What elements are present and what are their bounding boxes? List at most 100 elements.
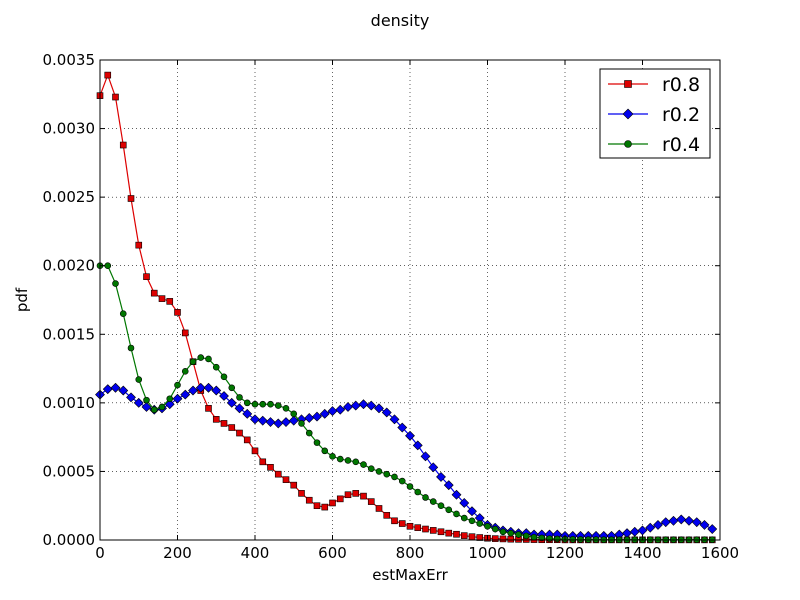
data-point-r0.2	[699, 519, 710, 530]
y-tick-label: 0.0000	[43, 531, 96, 549]
x-tick-label: 0	[95, 544, 105, 562]
y-tick-label: 0.0010	[43, 394, 96, 412]
data-point-r0.4	[181, 368, 189, 375]
data-point-r0.8	[507, 535, 515, 543]
data-point-r0.2	[467, 506, 477, 517]
data-point-r0.2	[428, 462, 439, 473]
data-point-r0.4	[336, 455, 344, 463]
data-point-r0.4	[119, 310, 127, 318]
data-point-r0.2	[381, 407, 392, 418]
data-point-r0.8	[236, 429, 243, 437]
data-point-r0.8	[251, 447, 259, 455]
data-point-r0.8	[367, 498, 375, 505]
data-point-r0.8	[298, 490, 305, 497]
data-point-r0.4	[305, 429, 313, 437]
data-point-r0.4	[236, 394, 243, 401]
data-point-r0.2	[211, 385, 222, 396]
data-point-r0.8	[406, 522, 414, 530]
y-tick-label: 0.0005	[43, 462, 96, 480]
data-point-r0.2	[250, 414, 260, 425]
data-point-r0.2	[707, 524, 718, 534]
data-point-r0.8	[391, 517, 398, 525]
data-point-r0.4	[491, 525, 499, 533]
data-point-r0.4	[530, 533, 538, 541]
data-point-r0.4	[143, 396, 150, 404]
data-point-r0.2	[420, 451, 431, 462]
data-point-r0.2	[133, 397, 144, 408]
data-point-r0.2	[397, 422, 408, 433]
data-point-r0.4	[104, 262, 112, 270]
data-point-r0.8	[243, 436, 251, 444]
legend-marker-r0.4	[624, 140, 632, 148]
data-point-r0.4	[267, 400, 274, 408]
data-point-r0.2	[188, 385, 198, 396]
data-point-r0.8	[398, 520, 406, 527]
data-point-r0.4	[468, 517, 476, 525]
data-point-r0.2	[451, 489, 462, 500]
legend-label-r0.8: r0.8	[662, 74, 700, 96]
data-point-r0.4	[205, 355, 212, 363]
data-point-r0.4	[499, 528, 507, 536]
data-point-r0.2	[684, 515, 694, 526]
tick-marks	[99, 59, 721, 541]
data-point-r0.4	[422, 494, 429, 501]
data-point-r0.8	[468, 533, 476, 541]
data-point-r0.2	[195, 382, 206, 393]
data-point-r0.4	[166, 395, 174, 403]
x-tick-labels: 0 200 400 600 800 1000 1200 1400 1600	[95, 544, 739, 562]
data-point-r0.8	[174, 309, 181, 316]
data-point-r0.8	[453, 530, 460, 538]
data-point-r0.8	[290, 481, 298, 489]
data-point-r0.8	[476, 534, 484, 541]
data-point-r0.4	[383, 470, 391, 478]
data-point-r0.8	[460, 532, 468, 539]
data-point-r0.2	[691, 517, 702, 528]
data-point-r0.8	[437, 528, 445, 536]
x-tick-label: 400	[241, 544, 270, 562]
data-point-r0.2	[405, 430, 415, 441]
data-point-r0.2	[459, 498, 470, 508]
data-point-r0.4	[391, 473, 398, 481]
data-point-r0.4	[329, 453, 336, 460]
data-point-r0.8	[119, 141, 127, 149]
data-point-r0.2	[374, 403, 384, 414]
data-point-r0.8	[313, 502, 321, 510]
data-point-r0.2	[389, 414, 400, 425]
data-point-r0.4	[577, 536, 584, 543]
data-point-r0.4	[112, 280, 119, 287]
data-point-r0.8	[336, 495, 344, 503]
data-point-r0.2	[172, 393, 183, 404]
data-point-r0.2	[141, 402, 152, 412]
data-point-r0.2	[126, 392, 136, 403]
data-point-r0.8	[181, 329, 189, 337]
data-point-r0.4	[212, 363, 220, 371]
data-point-r0.4	[352, 458, 360, 466]
data-point-r0.2	[653, 519, 663, 530]
data-point-r0.8	[150, 289, 158, 297]
data-point-r0.4	[453, 510, 460, 518]
data-point-r0.4	[367, 465, 375, 472]
y-tick-label: 0.0030	[43, 120, 96, 138]
data-point-r0.8	[491, 535, 499, 542]
data-point-r0.2	[118, 385, 129, 396]
data-point-r0.2	[319, 408, 330, 419]
data-point-r0.8	[274, 470, 282, 478]
data-point-r0.4	[437, 502, 445, 510]
data-point-r0.8	[158, 295, 166, 302]
x-tick-label: 600	[318, 544, 347, 562]
x-axis-label: estMaxErr	[372, 566, 448, 584]
data-point-r0.4	[259, 400, 267, 408]
data-point-r0.2	[335, 404, 346, 415]
data-point-r0.8	[414, 524, 422, 531]
data-point-r0.8	[445, 529, 453, 537]
x-tick-label: 800	[396, 544, 425, 562]
data-point-r0.8	[360, 492, 367, 500]
data-point-r0.4	[282, 405, 290, 412]
data-point-r0.8	[259, 458, 267, 466]
legend-marker-r0.2	[622, 108, 634, 120]
x-tick-label: 1000	[468, 544, 506, 562]
data-point-r0.8	[422, 525, 429, 533]
data-point-r0.4	[150, 406, 158, 414]
data-point-r0.2	[257, 415, 268, 426]
data-point-r0.4	[445, 506, 453, 514]
